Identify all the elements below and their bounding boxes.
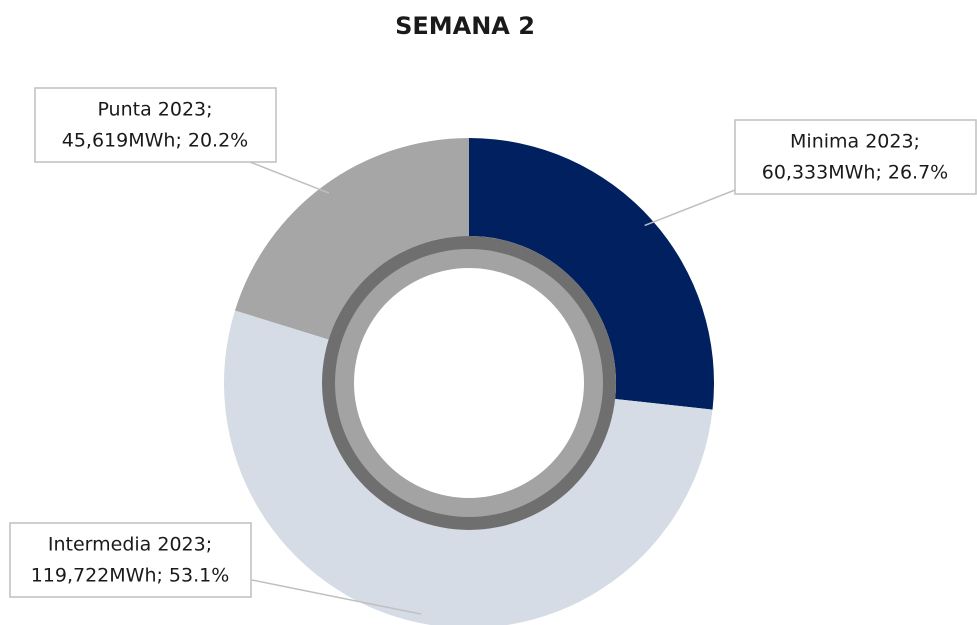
chart-title: SEMANA 2 — [395, 12, 535, 40]
chart: SEMANA 2 Minima 2023; 60,333MWh; 26.7% Int… — [0, 0, 977, 625]
label-category: Minima 2023; — [790, 131, 920, 153]
data-label: 60,333MWh; 26.7% — [762, 162, 949, 184]
data-label: 45,619MWh; 20.2% — [62, 130, 249, 152]
donut-hole — [354, 268, 584, 498]
leader-line — [645, 190, 735, 225]
leader-line — [250, 162, 329, 193]
data-label: 119,722MWh; 53.1% — [31, 565, 230, 587]
label-category: Punta 2023; — [97, 99, 212, 121]
label-category: Intermedia 2023; — [48, 534, 212, 556]
